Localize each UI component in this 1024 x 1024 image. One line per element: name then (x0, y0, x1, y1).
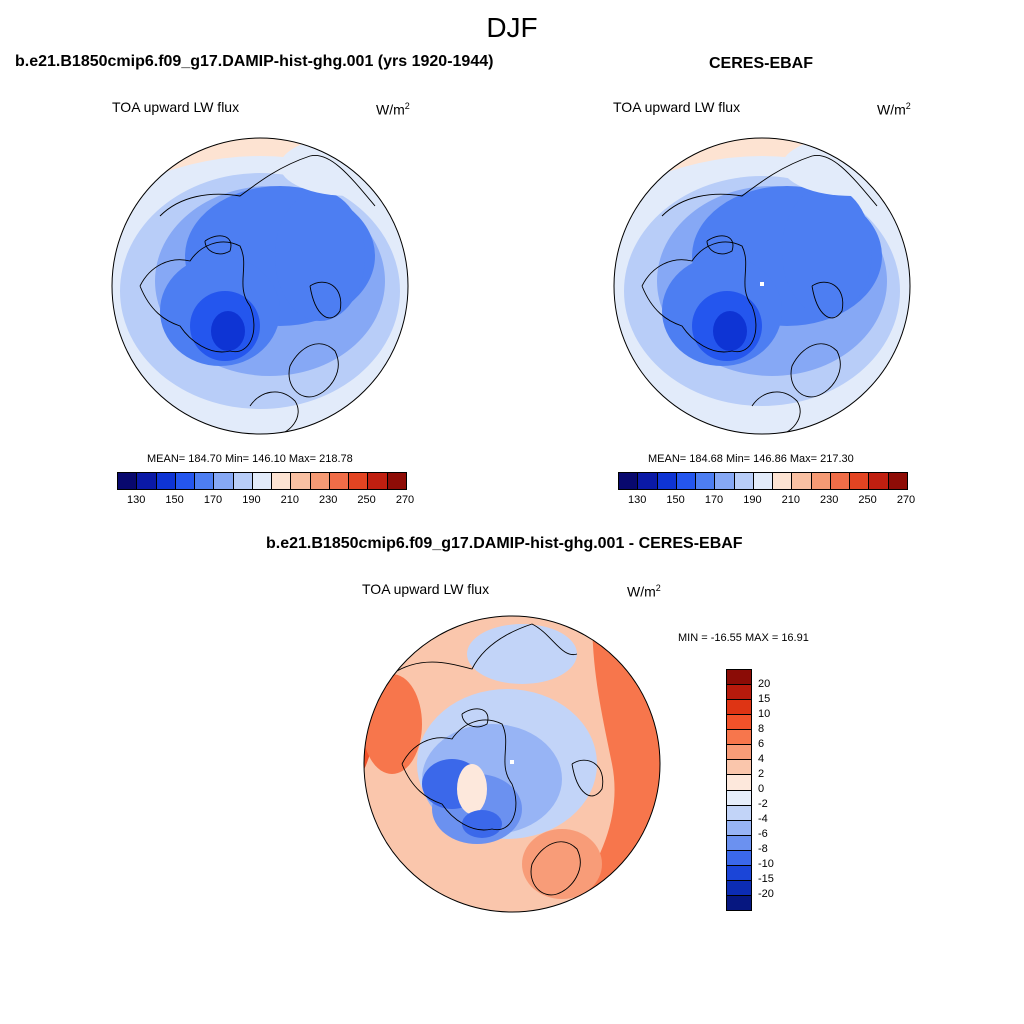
panel-1-colorbar-label: 250 (357, 494, 376, 506)
panel-2-colorbar-label: 190 (743, 494, 762, 506)
panel-2-colorbar-label: 170 (704, 494, 724, 506)
panel-3-colorbar-label: -8 (758, 843, 768, 855)
panel-2-colorbar-label: 270 (896, 494, 916, 506)
panel-3-colorbar-swatch (727, 715, 751, 731)
panel-3-title: b.e21.B1850cmip6.f09_g17.DAMIP-hist-ghg.… (266, 535, 743, 552)
panel-2-stats: MEAN= 184.68 Min= 146.86 Max= 217.30 (648, 453, 854, 465)
panel-3-polar-map (363, 615, 661, 913)
panel-1-colorbar-swatch (291, 473, 311, 489)
panel-3-colorbar-label: -20 (758, 888, 774, 900)
panel-3-colorbar-label: 4 (758, 753, 765, 765)
panel-3-colorbar-label: 6 (758, 738, 765, 750)
panel-3-colorbar-swatch (727, 760, 751, 776)
panel-3-colorbar-swatch (727, 700, 751, 716)
panel-2-colorbar-swatch (753, 473, 774, 489)
panel-1-colorbar-labels: 130 150 170 190 210 230 250 270 (117, 494, 414, 508)
panel-3-colorbar (726, 669, 752, 911)
panel-3-colorbar-label: 10 (758, 708, 771, 720)
panel-2-colorbar-label: 210 (781, 494, 800, 506)
panel-1-colorbar-swatch (349, 473, 369, 489)
panel-1-colorbar (117, 472, 407, 490)
panel-3-units: W/m2 (627, 583, 661, 600)
panel-1-colorbar-label: 210 (280, 494, 299, 506)
panel-2-colorbar-swatch (850, 473, 870, 489)
panel-1-colorbar-swatch (252, 473, 273, 489)
panel-1-colorbar-swatch (387, 473, 406, 489)
panel-3-colorbar-swatch (727, 745, 751, 761)
panel-3-colorbar-swatch (727, 835, 751, 851)
season-title: DJF (486, 12, 538, 43)
panel-2-colorbar-swatch (811, 473, 831, 489)
panel-1-colorbar-label: 170 (203, 494, 223, 506)
panel-3-colorbar-label: -2 (758, 798, 768, 810)
panel-3-colorbar-label: -10 (758, 858, 774, 870)
panel-2-colorbar-label: 250 (858, 494, 877, 506)
panel-3-variable: TOA upward LW flux (362, 581, 490, 597)
panel-3-colorbar-label: -15 (758, 873, 774, 885)
panel-2-colorbar-label: 130 (628, 494, 647, 506)
panel-3-colorbar-labels: 20 15 10 8 6 4 2 0 -2 -4 -6 -8 -10 -15 -20 (758, 669, 798, 909)
panel-2-colorbar-label: 230 (820, 494, 839, 506)
panel-1-colorbar-swatch (214, 473, 234, 489)
panel-3-colorbar-swatch (727, 865, 751, 881)
panel-1-colorbar-swatch (156, 473, 176, 489)
panel-1-colorbar-swatch (233, 473, 253, 489)
panel-3-colorbar-swatch (727, 895, 751, 910)
panel-3-colorbar-label: 8 (758, 723, 765, 735)
panel-1-stats: MEAN= 184.70 Min= 146.10 Max= 218.78 (147, 453, 353, 465)
panel-3-colorbar-swatch (727, 880, 751, 896)
panel-2-title: CERES-EBAF (709, 55, 814, 72)
panel-3-colorbar-swatch (727, 730, 751, 746)
panel-2-colorbar-swatch (696, 473, 716, 489)
panel-1-colorbar-swatch (175, 473, 196, 489)
panel-2-units: W/m2 (877, 101, 911, 118)
panel-3-colorbar-label: 2 (758, 768, 765, 780)
panel-2-colorbar-swatch (638, 473, 658, 489)
panel-1-colorbar-swatch (329, 473, 350, 489)
panel-3-colorbar-label: 0 (758, 783, 765, 795)
panel-3-colorbar-label: 15 (758, 693, 771, 705)
panel-1-colorbar-swatch (310, 473, 330, 489)
panel-2-colorbar-labels: 130 150 170 190 210 230 250 270 (618, 494, 915, 508)
panel-2-polar-map (613, 137, 911, 435)
panel-2-colorbar-swatch (619, 473, 639, 489)
panel-3-colorbar-label: -4 (758, 813, 768, 825)
panel-3-colorbar-swatch (727, 850, 751, 866)
panel-2-colorbar-swatch (773, 473, 793, 489)
panel-1-title: b.e21.B1850cmip6.f09_g17.DAMIP-hist-ghg.… (15, 53, 494, 70)
panel-1-colorbar-swatch (368, 473, 388, 489)
panel-1-polar-map (111, 137, 409, 435)
panel-2-colorbar-swatch (676, 473, 697, 489)
panel-2-colorbar-swatch (869, 473, 889, 489)
panel-1-colorbar-swatch (272, 473, 292, 489)
panel-3-colorbar-label: -6 (758, 828, 768, 840)
panel-1-colorbar-swatch (195, 473, 215, 489)
panel-3-colorbar-swatch (727, 790, 751, 806)
panel-2-colorbar-swatch (888, 473, 907, 489)
panel-2-colorbar-swatch (715, 473, 735, 489)
panel-2-colorbar-swatch (734, 473, 754, 489)
panel-3-colorbar-swatch (727, 775, 751, 791)
panel-3-colorbar-swatch (727, 820, 751, 836)
panel-3-colorbar-swatch (727, 685, 751, 701)
panel-2-variable: TOA upward LW flux (613, 99, 741, 115)
panel-2-colorbar-label: 150 (666, 494, 685, 506)
panel-1-units: W/m2 (376, 101, 410, 118)
panel-3-stats: MIN = -16.55 MAX = 16.91 (678, 632, 809, 644)
panel-2-colorbar (618, 472, 908, 490)
panel-1-variable: TOA upward LW flux (112, 99, 240, 115)
panel-1-colorbar-label: 190 (242, 494, 261, 506)
panel-1-colorbar-label: 130 (127, 494, 146, 506)
panel-1-colorbar-swatch (118, 473, 138, 489)
panel-1-colorbar-label: 270 (395, 494, 415, 506)
panel-3-colorbar-label: 20 (758, 678, 771, 690)
panel-1-colorbar-label: 230 (319, 494, 338, 506)
panel-2-colorbar-swatch (657, 473, 677, 489)
panel-3-colorbar-swatch (727, 805, 751, 821)
panel-1-colorbar-swatch (137, 473, 157, 489)
panel-3-colorbar-swatch (727, 670, 751, 686)
panel-1-colorbar-label: 150 (165, 494, 184, 506)
panel-2-colorbar-swatch (830, 473, 851, 489)
panel-2-colorbar-swatch (792, 473, 812, 489)
